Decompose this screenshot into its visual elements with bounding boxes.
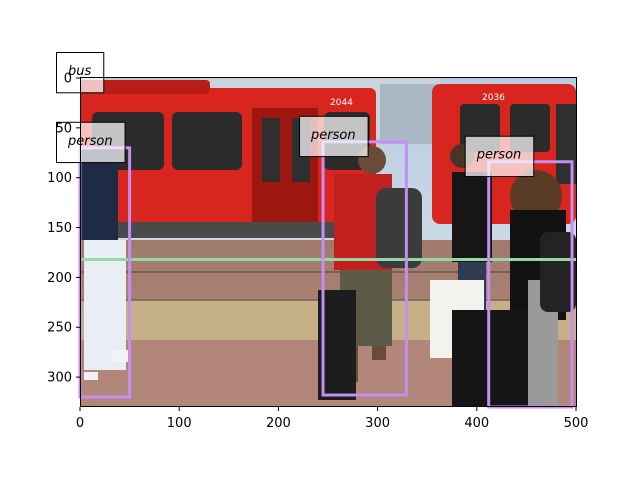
person-left-figure	[80, 150, 128, 380]
person-label-box	[299, 115, 369, 158]
street-scene-photo: 2044 2036	[80, 78, 576, 407]
person-label: person	[476, 148, 522, 163]
x-tick-label: 200	[266, 416, 291, 431]
person-label: person	[310, 128, 356, 143]
y-tick-label: 50	[55, 121, 72, 136]
x-tick-label: 400	[464, 416, 489, 431]
svg-text:2036: 2036	[482, 93, 505, 103]
x-tick-label: 0	[76, 416, 84, 431]
x-tick-label: 500	[564, 416, 589, 431]
x-tick-label: 300	[365, 416, 390, 431]
axis-ticks: 0 100 200 300 400 500 0 50 100 150 200 250 300	[47, 72, 588, 432]
y-tick-label: 100	[47, 171, 72, 186]
svg-text:2044: 2044	[330, 98, 353, 108]
person-label: person	[67, 134, 113, 149]
detection-overlays: bus person person person	[56, 52, 576, 409]
y-tick-label: 200	[47, 271, 72, 286]
axes-frame	[80, 77, 577, 407]
bus-label: bus	[68, 64, 91, 79]
y-tick-label: 150	[47, 221, 72, 236]
person-label-box	[56, 121, 126, 164]
y-tick-label: 300	[47, 371, 72, 386]
y-tick-label: 0	[64, 72, 72, 87]
x-tick-label: 100	[167, 416, 192, 431]
y-tick-label: 250	[47, 321, 72, 336]
person-label-box	[464, 135, 535, 178]
